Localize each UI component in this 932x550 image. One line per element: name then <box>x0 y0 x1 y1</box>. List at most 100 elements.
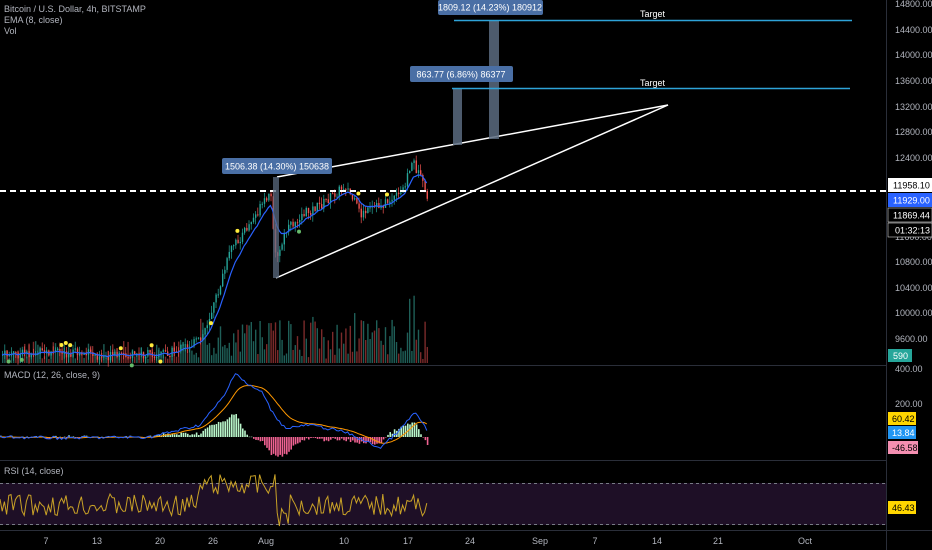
measure-bar-1[interactable] <box>273 177 279 278</box>
macd-hist-bar <box>382 437 385 440</box>
volume-bar <box>274 322 277 363</box>
volume-bar <box>305 338 307 363</box>
volume-bar <box>387 354 389 363</box>
candle <box>327 199 329 203</box>
macd-hist-bar <box>281 437 284 457</box>
macd-hist-bar <box>283 437 286 454</box>
candle <box>334 193 336 197</box>
rsi-legend[interactable]: RSI (14, close) <box>4 466 64 477</box>
candle <box>224 269 226 274</box>
macd-legend[interactable]: MACD (12, 26, close, 9) <box>4 370 100 381</box>
rsi-label[interactable]: RSI (14, close) <box>4 466 64 476</box>
volume-bar <box>79 352 81 363</box>
volume-bar <box>259 320 261 363</box>
macd-hist-bar <box>308 437 310 440</box>
target-label-2: Target <box>640 78 666 88</box>
measure-bar-2[interactable] <box>453 89 462 145</box>
volume-bar <box>193 354 195 363</box>
macd-hist-bar <box>173 434 176 437</box>
signal-marker <box>297 229 301 234</box>
price-axis[interactable]: 14800.00 14400.00 14000.00 13600.00 1320… <box>895 0 932 344</box>
candle <box>305 207 307 217</box>
candle <box>303 213 305 217</box>
macd-hist-bar <box>191 434 193 437</box>
volume-bar <box>268 323 270 363</box>
volume-bar <box>270 323 272 363</box>
macd-hist-bar <box>222 421 224 437</box>
signal-marker <box>59 342 64 347</box>
candle <box>202 334 204 341</box>
candle <box>420 170 422 176</box>
volume-bar <box>376 320 378 363</box>
volume-bar <box>26 356 28 363</box>
macd-hist-bar <box>398 428 400 437</box>
volume-bar <box>420 352 422 363</box>
macd-hist-bar <box>378 437 380 444</box>
candle <box>164 350 167 352</box>
volume-bar <box>204 333 206 363</box>
volume-bar <box>316 328 318 363</box>
symbol-title[interactable]: Bitcoin / U.S. Dollar, 4h, BITSTAMP <box>4 4 146 14</box>
candle <box>356 198 358 204</box>
candle <box>4 350 6 355</box>
macd-hist-bar <box>187 433 189 437</box>
volume-bar <box>156 344 158 363</box>
volume-bar <box>164 356 167 363</box>
candle <box>211 312 213 320</box>
candle <box>255 214 257 218</box>
candle <box>6 350 8 357</box>
candle <box>219 286 222 295</box>
volume-bar <box>395 342 398 363</box>
volume-bar <box>413 295 415 363</box>
time-label: Oct <box>798 536 813 546</box>
ema-legend[interactable]: EMA (8, close) <box>4 15 63 25</box>
volume-bar <box>402 351 404 363</box>
signal-marker <box>129 363 134 368</box>
macd-hist-bar <box>250 436 253 438</box>
wedge-lower-trendline[interactable] <box>275 104 669 279</box>
time-axis[interactable]: 7 13 20 26 Aug 10 17 24 Sep 7 14 21 Oct <box>43 536 812 546</box>
volume-bar <box>424 321 426 363</box>
macd-hist-bar <box>233 414 235 437</box>
wedge-upper-trendline[interactable] <box>276 104 669 178</box>
macd-hist-bar <box>228 417 231 437</box>
volume-bar <box>277 350 279 363</box>
vol-legend[interactable]: Vol <box>4 26 17 36</box>
volume-bar <box>362 321 365 363</box>
volume-bar <box>147 358 149 363</box>
macd-hist-bar <box>314 437 317 439</box>
signal-marker <box>158 359 163 364</box>
candle <box>257 214 259 216</box>
candle <box>160 351 162 354</box>
macd-hist-bar <box>319 437 321 439</box>
volume-bar <box>336 324 338 363</box>
macd-hist-bar <box>330 437 332 440</box>
candle <box>406 173 409 187</box>
volume-bar <box>136 353 138 363</box>
volume-bar <box>191 350 193 363</box>
macd-label[interactable]: MACD (12, 26, close, 9) <box>4 370 101 380</box>
volume-bar <box>406 332 409 363</box>
price-tick: 14000.00 <box>895 50 932 60</box>
volume-bar <box>239 351 241 363</box>
candle <box>200 337 202 341</box>
candle <box>127 357 129 359</box>
macd-tick: 200.00 <box>895 399 923 409</box>
volume-bar <box>367 323 369 363</box>
volume-bar <box>48 358 50 363</box>
candle <box>263 198 266 204</box>
volume-bar <box>103 344 105 363</box>
volume-bar <box>285 353 288 363</box>
macd-hist-bar <box>180 432 182 437</box>
volume-bar <box>184 345 186 363</box>
candle <box>391 199 393 202</box>
candle <box>213 302 215 313</box>
ema-line <box>1 174 428 358</box>
main-legend[interactable]: Bitcoin / U.S. Dollar, 4h, BITSTAMP EMA … <box>4 4 146 37</box>
time-label: 20 <box>155 536 165 546</box>
volume-bar <box>426 346 428 363</box>
candle <box>338 186 340 197</box>
candle <box>30 354 32 358</box>
